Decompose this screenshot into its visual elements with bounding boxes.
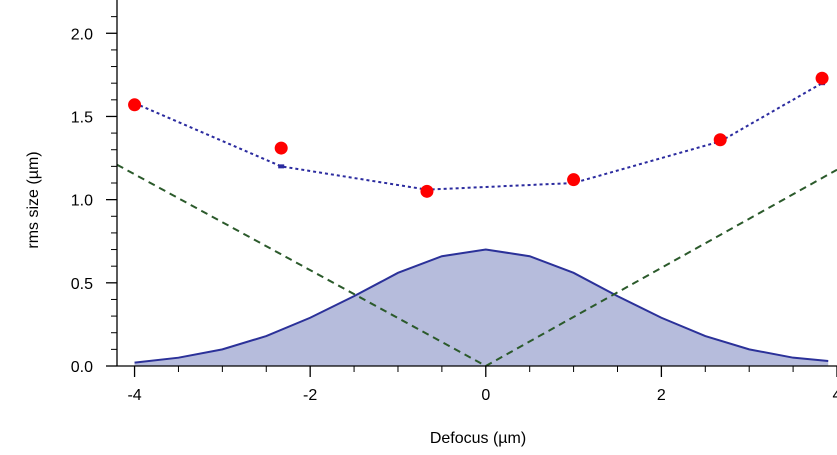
y-tick-label: 1.5: [71, 109, 93, 126]
fit-marker-1: [278, 164, 285, 169]
dotted-fit-line: [134, 82, 823, 191]
data-point-4: [713, 133, 727, 147]
data-point-0: [128, 98, 142, 112]
x-tick-label: -2: [303, 387, 317, 404]
y-axis-title: rms size (µm): [25, 151, 42, 248]
y-tick-label: 0.0: [71, 359, 93, 376]
data-point-1: [274, 141, 288, 155]
y-tick-label: 0.5: [71, 276, 93, 293]
area-fill: [134, 249, 829, 366]
x-tick-label: -4: [127, 387, 141, 404]
plot-area: [116, 71, 837, 368]
data-point-2: [420, 184, 434, 198]
x-tick-label: 4: [833, 387, 837, 404]
axes: -4 -2 0 2 4 0.0 0.5 1.0 1.5 2.0: [71, 0, 837, 404]
y-tick-label: 1.0: [71, 193, 93, 210]
data-point-3: [567, 173, 581, 187]
x-tick-label: 0: [481, 387, 490, 404]
x-tick-label: 2: [657, 387, 666, 404]
y-tick-label: 2.0: [71, 26, 93, 43]
area-outline-line: [134, 248, 829, 364]
x-axis-title: Defocus (µm): [430, 430, 526, 447]
data-point-5: [815, 71, 829, 85]
